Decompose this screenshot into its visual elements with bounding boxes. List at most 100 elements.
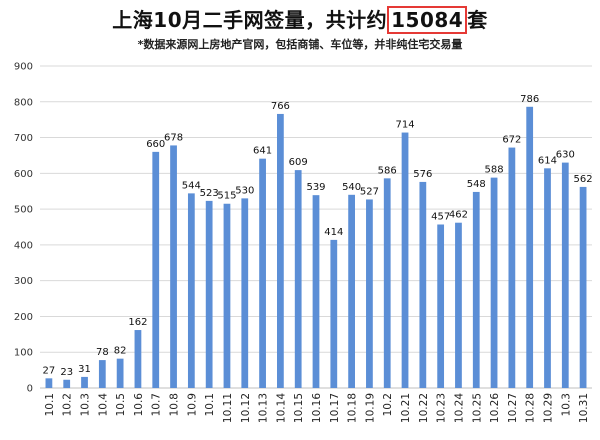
x-tick-label: 10.29 xyxy=(542,393,554,423)
x-tick-label: 10.31 xyxy=(578,393,590,423)
y-tick-label: 700 xyxy=(14,133,33,144)
data-label: 23 xyxy=(60,367,73,378)
bar xyxy=(45,378,53,388)
data-label: 562 xyxy=(574,174,593,185)
bar xyxy=(455,222,462,388)
bar xyxy=(472,191,480,388)
chart-subtitle: *数据来源网上房地产官网，包括商铺、车位等，并非纯住宅交易量 xyxy=(137,38,463,51)
bar xyxy=(134,330,142,388)
bar xyxy=(348,194,355,388)
data-label: 609 xyxy=(289,157,308,168)
data-label: 82 xyxy=(114,346,127,357)
data-label: 678 xyxy=(164,132,183,143)
x-tick-label: 10.1 xyxy=(44,393,56,416)
x-tick-label: 10.12 xyxy=(240,393,252,423)
data-label: 523 xyxy=(200,188,219,199)
data-label: 457 xyxy=(431,211,450,222)
data-label: 548 xyxy=(467,179,486,190)
bar xyxy=(437,224,445,388)
data-label: 786 xyxy=(520,94,539,105)
x-tick-label: 10.2 xyxy=(62,393,74,416)
bar xyxy=(81,376,88,388)
y-tick-label: 800 xyxy=(14,97,33,108)
x-tick-label: 10.15 xyxy=(293,393,305,423)
data-label: 539 xyxy=(306,182,325,193)
x-tick-label: 10.17 xyxy=(329,393,341,423)
bar xyxy=(63,379,71,388)
x-tick-label: 10.22 xyxy=(418,393,430,423)
y-tick-label: 400 xyxy=(14,240,33,251)
data-label: 641 xyxy=(253,146,272,157)
x-tick-label: 10.3 xyxy=(80,393,92,416)
bar xyxy=(277,113,284,388)
x-tick-label: 10.3 xyxy=(560,393,572,416)
data-label: 414 xyxy=(324,227,343,238)
data-label: 31 xyxy=(78,364,91,375)
data-label: 27 xyxy=(43,365,56,376)
bar xyxy=(312,195,320,388)
y-tick-label: 600 xyxy=(14,169,33,180)
bar xyxy=(170,145,177,388)
x-tick-label: 10.6 xyxy=(133,393,145,417)
x-tick-label: 10.24 xyxy=(453,393,465,423)
title-suffix: 套 xyxy=(467,8,488,32)
bar xyxy=(366,199,373,388)
data-label: 78 xyxy=(96,347,109,358)
x-tick-label: 10.25 xyxy=(471,393,483,423)
x-tick-label: 10.7 xyxy=(151,393,163,416)
x-tick-label: 10.9 xyxy=(186,393,198,416)
x-tick-label: 10.28 xyxy=(525,393,537,423)
title-highlight-total: 15084 xyxy=(387,6,468,34)
data-label: 714 xyxy=(395,120,414,131)
bar xyxy=(259,158,266,388)
bar xyxy=(98,360,106,388)
bar xyxy=(152,151,160,388)
bar xyxy=(294,170,302,388)
x-tick-label: 10.14 xyxy=(275,393,287,423)
data-label: 672 xyxy=(502,135,521,146)
bar xyxy=(187,193,195,388)
x-tick-label: 10.11 xyxy=(222,393,234,423)
data-label: 588 xyxy=(485,165,504,176)
data-label: 540 xyxy=(342,182,361,193)
title-prefix: 上海10月二手网签量，共计约 xyxy=(112,8,388,32)
data-label: 462 xyxy=(449,210,468,221)
bar xyxy=(579,186,587,388)
data-label: 527 xyxy=(360,186,379,197)
data-label: 515 xyxy=(217,191,236,202)
data-label: 586 xyxy=(378,165,397,176)
y-tick-label: 900 xyxy=(14,62,33,73)
bar xyxy=(544,168,551,388)
x-tick-label: 10.13 xyxy=(258,393,270,423)
bar xyxy=(490,177,498,388)
x-tick-label: 10.19 xyxy=(364,393,376,423)
x-tick-label: 10.2 xyxy=(382,393,394,416)
x-tick-label: 10.5 xyxy=(115,393,127,416)
x-tick-label: 10.21 xyxy=(400,393,412,423)
data-label: 576 xyxy=(413,169,432,180)
y-tick-label: 500 xyxy=(14,205,33,216)
x-tick-label: 10.26 xyxy=(489,393,501,423)
bar xyxy=(116,358,124,388)
bar xyxy=(223,203,231,388)
data-label: 162 xyxy=(128,317,147,328)
bar xyxy=(330,239,338,388)
bar xyxy=(508,147,516,388)
x-tick-label: 10.18 xyxy=(347,393,359,423)
x-tick-label: 10.23 xyxy=(436,393,448,423)
bar xyxy=(561,162,569,388)
x-tick-label: 10.4 xyxy=(97,393,109,417)
x-tick-label: 10.1 xyxy=(204,393,216,416)
y-tick-label: 100 xyxy=(14,348,33,359)
data-label: 766 xyxy=(271,101,290,112)
data-label: 660 xyxy=(146,139,165,150)
bar xyxy=(383,178,391,388)
y-tick-label: 200 xyxy=(14,312,33,323)
data-label: 530 xyxy=(235,185,254,196)
chart-title: 上海10月二手网签量，共计约 15084 套 xyxy=(0,4,600,34)
bar xyxy=(401,132,409,388)
x-tick-label: 10.27 xyxy=(507,393,519,423)
x-tick-label: 10.16 xyxy=(311,393,323,423)
